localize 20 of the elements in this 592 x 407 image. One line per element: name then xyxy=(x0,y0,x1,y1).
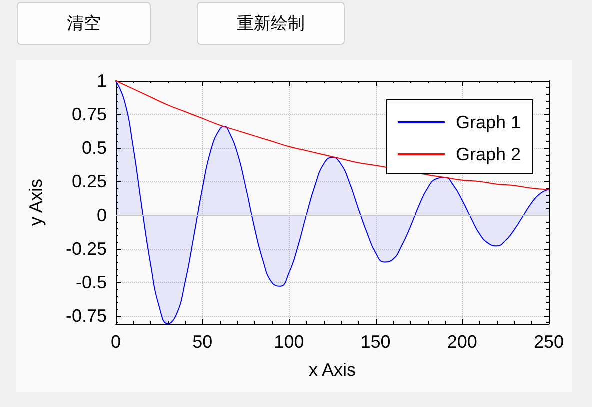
x-tick-label: 150 xyxy=(360,332,391,352)
x-tick-label: 0 xyxy=(110,332,122,352)
x-tick-label: 200 xyxy=(447,332,478,352)
x-tick-label: 50 xyxy=(192,332,213,352)
y-tick-label: 0.75 xyxy=(72,104,107,125)
y-axis-title: y Axis xyxy=(26,178,46,226)
legend-label: Graph 2 xyxy=(456,144,522,164)
y-tick-label: 0.25 xyxy=(72,172,107,192)
x-tick-label: 250 xyxy=(534,332,564,352)
button[interactable]: 重新绘制 xyxy=(197,2,345,45)
button[interactable]: 清空 xyxy=(17,2,151,45)
y-tick-label: -0.75 xyxy=(66,306,107,326)
legend-label: Graph 1 xyxy=(456,112,522,132)
y-tick-label: -0.25 xyxy=(66,238,107,259)
y-tick-label: 1 xyxy=(96,71,107,91)
y-tick-label: 0.5 xyxy=(82,138,107,158)
x-axis-title: x Axis xyxy=(308,360,356,380)
y-tick-label: -0.5 xyxy=(76,272,107,292)
x-tick-label: 100 xyxy=(274,332,304,352)
y-tick-label: 0 xyxy=(96,205,107,226)
